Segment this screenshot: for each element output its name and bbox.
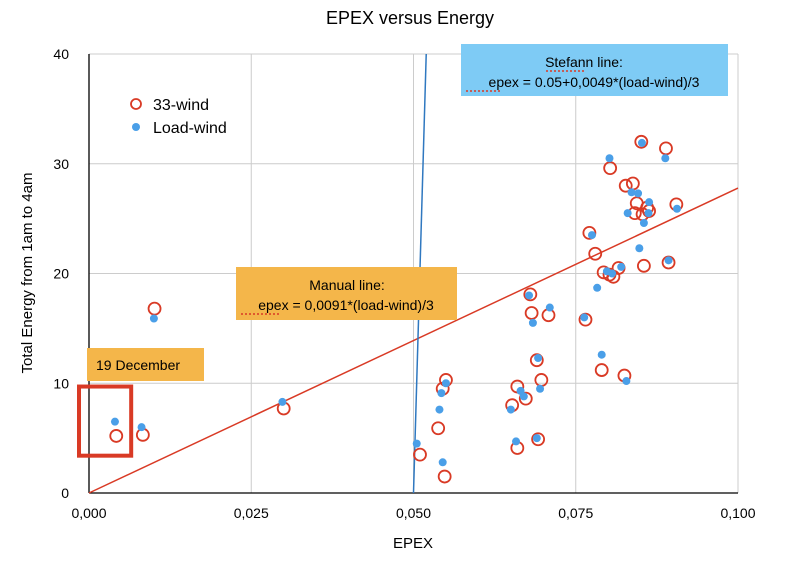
point-load-wind — [672, 204, 681, 213]
annotation-stefann-formula: epex = 0.05+0,0049*(load-wind)/3 — [489, 74, 700, 90]
point-33-wind — [531, 432, 546, 447]
point-load-wind — [593, 283, 602, 292]
annotation-stefann-box — [461, 44, 728, 96]
point-load-wind — [512, 437, 521, 446]
point-load-wind — [137, 423, 146, 432]
point-load-wind — [608, 269, 617, 278]
x-tick-label: 0,050 — [396, 505, 431, 521]
fit-line-manual-line — [88, 187, 739, 494]
point-33-wind — [437, 469, 452, 484]
y-tick-label: 0 — [61, 485, 69, 501]
highlight-box-19-december — [77, 384, 134, 458]
x-tick-label: 0,025 — [234, 505, 269, 521]
point-33-wind — [588, 246, 603, 261]
point-load-wind — [661, 154, 670, 163]
point-load-wind — [437, 389, 446, 398]
point-33-wind — [659, 141, 673, 156]
point-load-wind — [644, 209, 653, 218]
point-load-wind — [635, 244, 644, 253]
point-load-wind — [637, 138, 646, 147]
point-33-wind — [523, 287, 538, 302]
annotation-manual-formula: epex = 0,0091*(load-wind)/3 — [258, 297, 434, 313]
point-33-wind — [578, 312, 593, 327]
data-points — [109, 134, 684, 484]
x-tick-label: 0,075 — [558, 505, 593, 521]
y-tick-label: 40 — [53, 46, 69, 62]
point-load-wind — [580, 313, 589, 322]
tick-labels: 0,000 0,025 0,050 0,075 0,100 0 10 20 30 40 — [53, 46, 755, 521]
legend-marker-33-wind — [130, 98, 142, 110]
point-load-wind — [519, 392, 528, 401]
point-load-wind — [627, 188, 636, 197]
annotation-stefann-title: Stefann line: — [545, 54, 623, 70]
chart-title: EPEX versus Energy — [326, 8, 494, 28]
point-load-wind — [149, 314, 158, 323]
point-33-wind — [625, 176, 640, 191]
point-load-wind — [534, 354, 543, 363]
y-axis-title: Total Energy from 1am to 4am — [19, 173, 36, 374]
y-tick-label: 10 — [53, 375, 69, 391]
point-load-wind — [438, 458, 447, 467]
x-tick-label: 0,100 — [720, 505, 755, 521]
point-load-wind — [532, 434, 541, 443]
point-load-wind — [645, 198, 654, 207]
point-load-wind — [639, 219, 648, 228]
point-load-wind — [528, 318, 537, 327]
point-load-wind — [622, 377, 631, 386]
y-tick-label: 20 — [53, 266, 69, 282]
x-tick-label: 0,000 — [71, 505, 106, 521]
point-load-wind — [525, 291, 534, 300]
point-33-wind — [109, 429, 124, 443]
annotation-19-december-label: 19 December — [96, 357, 180, 373]
point-33-wind — [618, 178, 633, 193]
point-33-wind — [582, 225, 597, 240]
annotation-manual: Manual line: epex = 0,0091*(load-wind)/3 — [236, 267, 457, 320]
point-load-wind — [605, 154, 614, 163]
x-axis-title: EPEX — [393, 535, 433, 552]
point-33-wind — [524, 306, 539, 320]
point-load-wind — [623, 209, 632, 218]
point-33-wind — [634, 134, 649, 149]
point-33-wind — [147, 301, 162, 316]
point-33-wind — [413, 447, 427, 462]
point-load-wind — [597, 350, 606, 359]
annotation-19-december-box — [87, 348, 204, 381]
point-33-wind — [594, 363, 609, 377]
y-tick-label: 30 — [53, 156, 69, 172]
point-load-wind — [110, 417, 119, 426]
legend-label-load-wind: Load-wind — [153, 120, 227, 137]
point-load-wind — [412, 439, 421, 448]
annotation-manual-title: Manual line: — [309, 277, 385, 293]
point-load-wind — [634, 189, 643, 198]
point-load-wind — [545, 303, 554, 312]
point-load-wind — [278, 397, 287, 406]
annotation-stefann: Stefann line: epex = 0.05+0,0049*(load-w… — [461, 44, 728, 96]
point-load-wind — [664, 256, 673, 265]
annotation-19-december: 19 December — [87, 348, 204, 381]
point-load-wind — [587, 231, 596, 240]
point-load-wind — [506, 405, 515, 414]
point-33-wind — [518, 391, 533, 406]
point-33-wind — [534, 373, 549, 387]
point-33-wind — [636, 258, 651, 273]
legend-marker-load-wind — [132, 123, 140, 131]
annotation-manual-box — [236, 267, 457, 320]
point-load-wind — [536, 384, 545, 393]
point-load-wind — [617, 262, 626, 271]
point-load-wind — [441, 379, 450, 388]
point-33-wind — [529, 353, 544, 368]
point-33-wind — [431, 421, 446, 436]
legend: 33-wind Load-wind — [130, 97, 227, 137]
legend-label-33-wind: 33-wind — [153, 97, 209, 114]
point-load-wind — [435, 405, 444, 414]
